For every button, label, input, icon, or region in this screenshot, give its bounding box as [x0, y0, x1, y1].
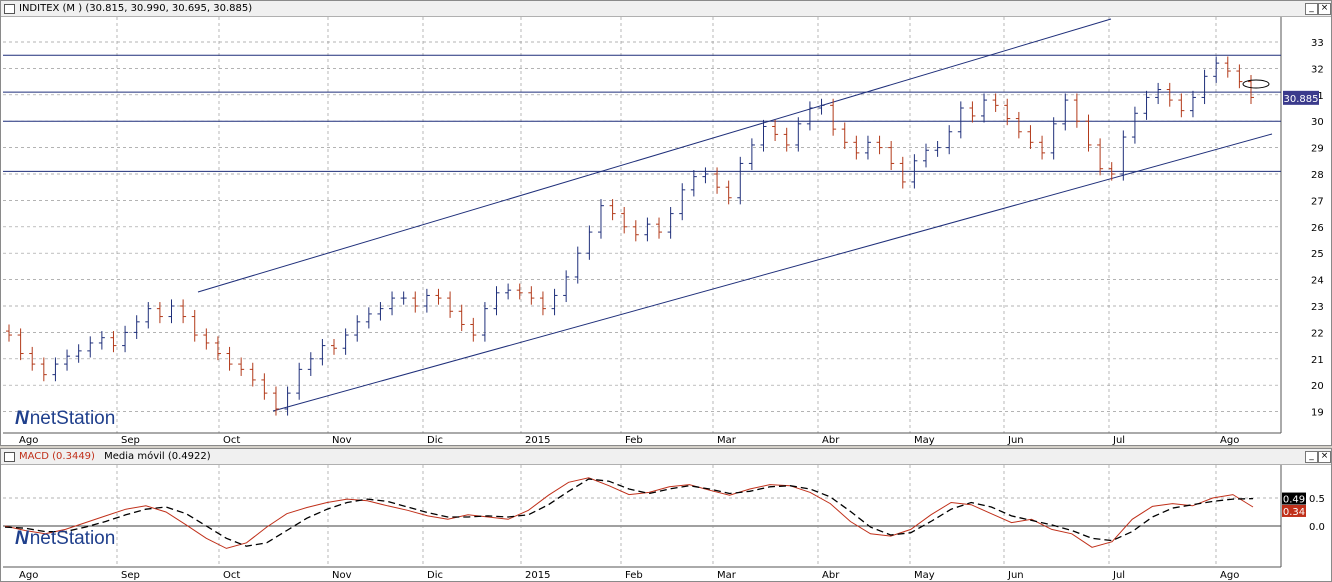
price-x-tick-label: Jun: [1007, 435, 1024, 445]
close-button[interactable]: ×: [1318, 451, 1331, 463]
chart-window-icon: [4, 452, 15, 462]
price-x-tick-label: Feb: [625, 435, 643, 445]
price-x-tick-label: Jul: [1112, 435, 1125, 445]
macd-panel-title: MACD (0.3449) Media móvil (0.4922): [19, 449, 211, 464]
price-x-tick-label: 2015: [525, 435, 550, 445]
macd-x-tick-label: Oct: [223, 570, 240, 581]
price-y-tick-label: 24: [1311, 276, 1324, 287]
macd-x-tick-label: Abr: [822, 570, 840, 581]
price-x-tick-label: Abr: [822, 435, 840, 445]
price-x-tick-label: Sep: [121, 435, 140, 445]
price-panel-titlebar: INDITEX (M ) (30.815, 30.990, 30.695, 30…: [1, 1, 1331, 17]
price-y-tick-label: 32: [1311, 64, 1324, 75]
macd-x-tick-label: Ago: [1220, 570, 1239, 581]
macd-x-tick-label: 2015: [525, 570, 550, 581]
price-y-tick-label: 20: [1311, 381, 1324, 392]
price-y-tick-label: 28: [1311, 170, 1324, 181]
price-y-tick-label: 29: [1311, 144, 1324, 155]
lower-channel-line: [272, 133, 1273, 412]
macd-x-tick-label: Dic: [427, 570, 443, 581]
moving-average-line: [4, 478, 1254, 547]
netstation-logo: NnetStation: [15, 528, 116, 549]
price-x-tick-label: Dic: [427, 435, 443, 445]
netstation-logo: NnetStation: [15, 408, 116, 429]
price-y-tick-label: 23: [1311, 302, 1324, 313]
minimize-button[interactable]: _: [1305, 3, 1318, 15]
macd-plot-area: [3, 465, 1281, 567]
macd-y-tick-label: 0.5: [1309, 494, 1325, 505]
chart-window-icon: [4, 4, 15, 14]
last-price-badge: [1283, 90, 1319, 105]
price-x-tick-label: May: [914, 435, 935, 445]
price-y-tick-label: 26: [1311, 223, 1324, 234]
macd-y-tick-label: 0.0: [1309, 522, 1325, 533]
macd-x-tick-label: Mar: [717, 570, 737, 581]
upper-channel-line: [197, 18, 1112, 293]
macd-x-tick-label: Jun: [1007, 570, 1024, 581]
macd-value-badge: [1282, 504, 1306, 517]
macd-x-tick-label: Nov: [332, 570, 352, 581]
price-y-tick-label: 21: [1311, 355, 1324, 366]
price-y-tick-label: 19: [1311, 408, 1324, 419]
price-plot-area: [3, 17, 1281, 433]
last-price-label: 30.885: [1284, 94, 1319, 105]
price-ellipse-annotation: [1242, 79, 1270, 89]
price-x-tick-label: Nov: [332, 435, 352, 445]
macd-x-tick-label: May: [914, 570, 935, 581]
price-x-tick-label: Ago: [1220, 435, 1239, 445]
macd-x-tick-label: Jul: [1112, 570, 1125, 581]
price-y-tick-label: 30: [1311, 117, 1324, 128]
price-y-tick-label: 25: [1311, 249, 1324, 260]
macd-chart-panel: MACD (0.3449) Media móvil (0.4922) _ × 0…: [0, 448, 1332, 582]
price-y-tick-label: 27: [1311, 196, 1324, 207]
macd-x-tick-label: Sep: [121, 570, 140, 581]
price-chart-svg[interactable]: 192021222324252627282930313233AgoSepOctN…: [1, 1, 1331, 445]
price-y-tick-label: 33: [1311, 38, 1324, 49]
price-x-tick-label: Mar: [717, 435, 737, 445]
price-y-tick-label: 22: [1311, 328, 1324, 339]
price-panel-title: INDITEX (M ) (30.815, 30.990, 30.695, 30…: [19, 3, 253, 14]
macd-x-tick-label: Feb: [625, 570, 643, 581]
moving-average-value-label: 0.49: [1283, 495, 1305, 506]
minimize-button[interactable]: _: [1305, 451, 1318, 463]
macd-legend-label: MACD (0.3449): [19, 451, 95, 462]
macd-x-tick-label: Ago: [19, 570, 38, 581]
price-x-tick-label: Oct: [223, 435, 240, 445]
moving-average-legend-label: Media móvil (0.4922): [104, 451, 211, 462]
close-button[interactable]: ×: [1318, 3, 1331, 15]
price-x-tick-label: Ago: [19, 435, 38, 445]
macd-line: [4, 477, 1254, 549]
price-chart-panel: INDITEX (M ) (30.815, 30.990, 30.695, 30…: [0, 0, 1332, 446]
moving-average-value-badge: [1282, 492, 1306, 505]
netstation-logo-mark-icon: N: [15, 408, 29, 429]
macd-value-label: 0.34: [1283, 507, 1305, 518]
netstation-logo-mark-icon: N: [15, 528, 29, 549]
macd-panel-titlebar: MACD (0.3449) Media móvil (0.4922) _ ×: [1, 449, 1331, 465]
macd-chart-svg[interactable]: 0.0 0.5 Ago Sep Oct Nov Dic 2015 Feb Mar Abr May Jun…: [1, 449, 1331, 581]
